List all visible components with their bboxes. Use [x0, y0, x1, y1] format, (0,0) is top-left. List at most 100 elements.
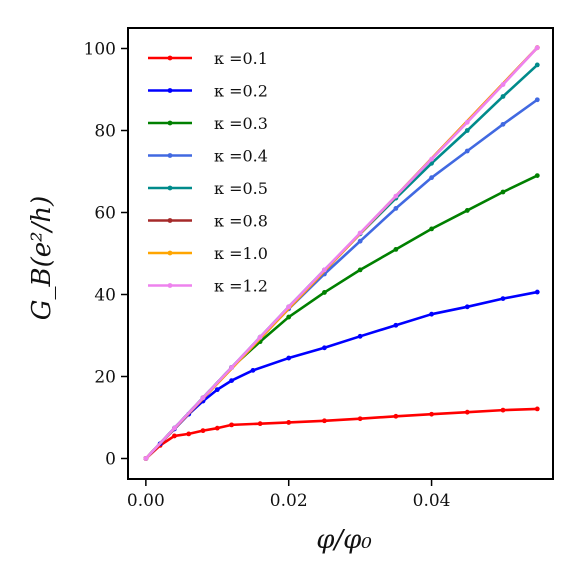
data-point: [429, 411, 434, 417]
data-point: [186, 431, 192, 437]
data-point: [393, 206, 399, 211]
data-point: [464, 119, 470, 125]
data-point: [534, 406, 540, 412]
data-point: [214, 425, 220, 431]
legend-marker: [167, 55, 173, 61]
legend-marker: [167, 120, 173, 126]
data-point: [357, 238, 363, 244]
data-point: [357, 416, 363, 422]
data-point: [322, 290, 327, 295]
data-point: [393, 193, 399, 199]
data-point: [229, 378, 234, 383]
data-point: [393, 322, 399, 328]
data-point: [500, 407, 506, 413]
y-tick-label: 0: [105, 450, 116, 470]
data-point: [464, 128, 470, 133]
data-point: [464, 409, 470, 415]
data-point: [464, 208, 470, 213]
x-axis-label: φ/φ₀: [316, 525, 372, 555]
legend-label: κ =0.2: [214, 82, 268, 101]
data-point: [429, 311, 434, 317]
plot-frame: [127, 27, 554, 480]
series-3: [143, 173, 540, 461]
data-point: [393, 413, 399, 419]
data-point: [534, 173, 540, 179]
legend-item: κ =0.4: [148, 147, 268, 166]
data-point: [500, 189, 506, 195]
series-8: [143, 45, 540, 461]
series-1: [143, 406, 540, 461]
legend: κ =0.1 κ =0.2 κ =0.3 κ =0.4 κ =0.5 κ =0.8 κ =1…: [148, 49, 268, 296]
y-tick-label: 80: [94, 122, 116, 142]
series-line-2: [144, 290, 539, 460]
series-line-4: [144, 98, 539, 460]
legend-item: κ =0.1: [148, 49, 268, 68]
data-point: [464, 304, 470, 310]
x-tick-label: 0.00: [127, 491, 165, 511]
data-point: [500, 296, 506, 301]
data-point: [534, 97, 540, 103]
data-point: [322, 267, 327, 273]
data-point: [200, 428, 206, 434]
legend-marker: [167, 250, 173, 256]
x-tick-label: 0.02: [270, 491, 308, 511]
data-point: [534, 62, 540, 68]
legend-label: κ =1.2: [214, 277, 268, 296]
data-point: [229, 422, 234, 428]
y-tick-label: 60: [94, 204, 116, 224]
data-point: [357, 230, 363, 236]
data-point: [172, 425, 177, 431]
data-point: [464, 148, 470, 154]
data-point: [500, 121, 506, 127]
data-point: [534, 289, 540, 295]
y-tick-label: 100: [84, 40, 116, 60]
data-point: [429, 226, 434, 232]
data-point: [357, 333, 363, 339]
legend-item: κ =1.0: [148, 244, 268, 263]
data-point: [500, 82, 506, 87]
axes-layer: 0.00 0.02 0.04 0 20 40 60 80 100: [84, 27, 554, 511]
series-line-1: [144, 407, 539, 460]
data-point: [286, 420, 292, 425]
data-point: [200, 395, 206, 401]
data-point: [286, 355, 292, 361]
legend-marker: [167, 283, 173, 288]
data-point: [172, 433, 177, 439]
data-point: [322, 418, 327, 424]
series-2: [143, 289, 540, 461]
data-point: [393, 247, 399, 252]
x-tick-label: 0.04: [413, 491, 451, 511]
y-tick-label: 20: [94, 368, 116, 388]
data-point: [257, 334, 263, 340]
data-point: [534, 45, 540, 51]
legend-marker: [167, 153, 173, 158]
legend-item: κ =0.8: [148, 212, 268, 231]
legend-label: κ =0.8: [214, 212, 268, 231]
data-point: [229, 365, 234, 370]
legend-label: κ =0.5: [214, 179, 268, 198]
data-point: [250, 367, 256, 373]
legend-item: κ =0.3: [148, 114, 268, 133]
legend-label: κ =1.0: [214, 244, 268, 263]
legend-label: κ =0.3: [214, 114, 268, 133]
data-point: [429, 156, 434, 162]
data-point: [429, 175, 434, 181]
legend-label: κ =0.1: [214, 49, 268, 68]
legend-item: κ =1.2: [148, 277, 268, 296]
data-point: [143, 456, 149, 461]
data-point: [500, 94, 506, 99]
series-line-3: [144, 174, 539, 460]
legend-marker: [167, 88, 173, 93]
legend-marker: [167, 185, 173, 191]
data-point: [257, 421, 263, 427]
legend-marker: [167, 218, 173, 223]
legend-item: κ =0.5: [148, 179, 268, 198]
plot-layer: [143, 45, 540, 461]
data-point: [286, 314, 292, 320]
data-point: [214, 387, 220, 393]
legend-label: κ =0.4: [214, 147, 268, 166]
data-point: [322, 345, 327, 351]
y-tick-label: 40: [94, 286, 116, 306]
